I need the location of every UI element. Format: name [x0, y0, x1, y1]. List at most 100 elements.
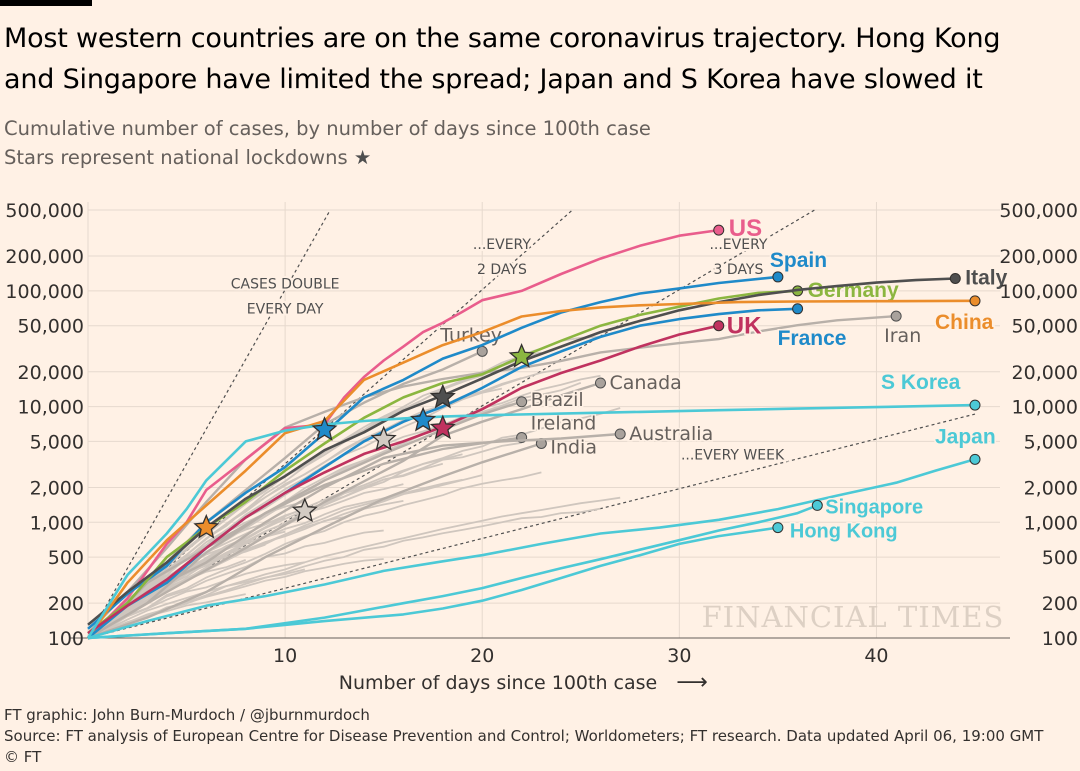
background-series [87, 336, 621, 641]
series-end-dot [772, 271, 784, 283]
reference-lines: CASES DOUBLE EVERY DAY ...EVERY 2 DAYS ...EV… [87, 209, 976, 639]
y-tick-label-right: 50,000 [1012, 316, 1078, 338]
series-end-dot [792, 303, 804, 315]
y-tick-label-right: 10,000 [1012, 397, 1078, 419]
series-end-dot [594, 377, 606, 389]
series-end-dot [614, 428, 626, 440]
chart-title: Most western countries are on the same c… [4, 18, 1076, 100]
series-end-dot [811, 499, 823, 511]
series-line-ireland [87, 436, 522, 640]
subtitle-line-2-text: Stars represent national lockdowns [4, 146, 348, 169]
series-line-japan [87, 458, 976, 640]
series-line-china [86, 299, 976, 639]
series-label-canada: Canada [609, 372, 681, 394]
ft-top-bar [0, 0, 92, 6]
y-tick-label-left: 20,000 [18, 362, 84, 384]
y-tick-label-left: 200,000 [5, 246, 84, 268]
series-end-dot [969, 399, 981, 411]
series-line-s-korea [86, 403, 976, 639]
lockdown-stars [193, 343, 535, 539]
x-tick-label: 10 [273, 645, 297, 667]
series-line-brazil [87, 400, 522, 639]
y-tick-label-right: 500 [1042, 547, 1078, 569]
series-line-canada [87, 381, 601, 640]
y-tick-label-right: 100,000 [999, 281, 1078, 303]
series-label-china: China [935, 311, 994, 334]
y-tick-label-right: 100 [1042, 628, 1078, 650]
y-tick-label-left: 5,000 [30, 431, 84, 453]
x-tick-label: 30 [667, 645, 691, 667]
series-line-us [87, 228, 719, 639]
lockdown-star-uk [429, 414, 456, 440]
y-tick-label-left: 10,000 [18, 397, 84, 419]
series-end-dot [969, 453, 981, 465]
series-line-singapore [87, 504, 818, 640]
series-label-uk: UK [727, 313, 762, 340]
ft-watermark: FINANCIAL TIMES [702, 600, 1005, 634]
y-tick-label-left: 100 [48, 628, 84, 650]
grey-country-line [87, 568, 306, 641]
lockdown-star-china [193, 513, 220, 539]
footer: FT graphic: John Burn-Murdoch / @jburnmu… [4, 705, 1043, 768]
grey-country-line [87, 483, 404, 638]
footer-credit: FT graphic: John Burn-Murdoch / @jburnmu… [4, 706, 370, 724]
grey-country-line [87, 407, 621, 640]
x-tick-label: 20 [470, 645, 494, 667]
series-label-ireland: Ireland [531, 413, 597, 435]
title-line-2: and Singapore have limited the spread; J… [4, 64, 983, 95]
doubling-line-label: ...EVERY WEEK [681, 447, 785, 463]
title-line-1: Most western countries are on the same c… [4, 23, 1001, 54]
lockdown-star-germany [508, 343, 535, 368]
series-line-uk [87, 324, 720, 635]
series-label-singapore: Singapore [825, 496, 923, 518]
y-tick-label-right: 5,000 [1024, 431, 1078, 453]
series-label-hong-kong: Hong Kong [790, 521, 898, 543]
doubling-line [87, 209, 331, 639]
lockdown-star-italy [429, 383, 456, 409]
grey-country-line [87, 453, 463, 640]
series-label-japan: Japan [935, 425, 996, 448]
doubling-line-label: CASES DOUBLE [231, 276, 340, 292]
series-label-s-korea: S Korea [881, 371, 961, 394]
doubling-line-label: 2 DAYS [477, 262, 527, 278]
gridlines: FINANCIAL TIMES [70, 202, 1010, 639]
axes: 100 100 200 200 500 500 1,000 1,000 2,000 2,000 5,… [5, 200, 1078, 695]
series-label-australia: Australia [629, 423, 713, 445]
footer-copyright: © FT [4, 748, 42, 766]
lockdown-star-italy [291, 497, 318, 523]
doubling-line-label: 3 DAYS [714, 262, 764, 278]
x-axis-arrow: ⟶ [676, 670, 708, 695]
subtitle-line-2: Stars represent national lockdowns ★ [4, 143, 651, 172]
series-label-italy: Italy [965, 266, 1007, 289]
y-tick-label-right: 1,000 [1024, 512, 1078, 534]
y-tick-label-left: 500,000 [5, 200, 84, 222]
subtitle-line-1: Cumulative number of cases, by number of… [4, 117, 651, 140]
y-tick-label-right: 20,000 [1012, 362, 1078, 384]
y-tick-label-left: 1,000 [30, 512, 84, 534]
y-tick-label-right: 500,000 [999, 200, 1078, 222]
star-icon: ★ [353, 146, 372, 169]
y-tick-label-left: 2,000 [30, 477, 84, 499]
series-label-us: US [729, 215, 762, 242]
series-end-dot [476, 345, 488, 357]
chart-subtitle: Cumulative number of cases, by number of… [4, 114, 651, 172]
series-end-dot [772, 522, 784, 534]
chart-svg: FINANCIAL TIMES CASES DOUBLE EVERY DAY ...E… [5, 200, 1078, 695]
y-tick-label-right: 200 [1042, 593, 1078, 615]
doubling-line-label: ...EVERY [709, 237, 767, 253]
y-tick-label-left: 100,000 [5, 281, 84, 303]
doubling-line-label: EVERY DAY [247, 301, 324, 317]
series-end-dot [713, 320, 725, 332]
series-label-iran: Iran [884, 325, 921, 347]
y-tick-label-right: 200,000 [999, 246, 1078, 268]
series-end-dot [713, 224, 725, 236]
series-line-hong-kong [87, 526, 779, 640]
series-end-dot [890, 310, 902, 322]
labelled-grey-series: Turkey IranCanadaBrazilIrelandIndiaAustra… [87, 310, 923, 640]
series-label-spain: Spain [770, 249, 827, 272]
x-axis-title: Number of days since 100th case [339, 672, 657, 694]
series-line-iran [87, 314, 897, 635]
y-tick-label-left: 500 [48, 547, 84, 569]
y-tick-label-right: 2,000 [1024, 477, 1078, 499]
lockdown-star-france [410, 406, 437, 432]
